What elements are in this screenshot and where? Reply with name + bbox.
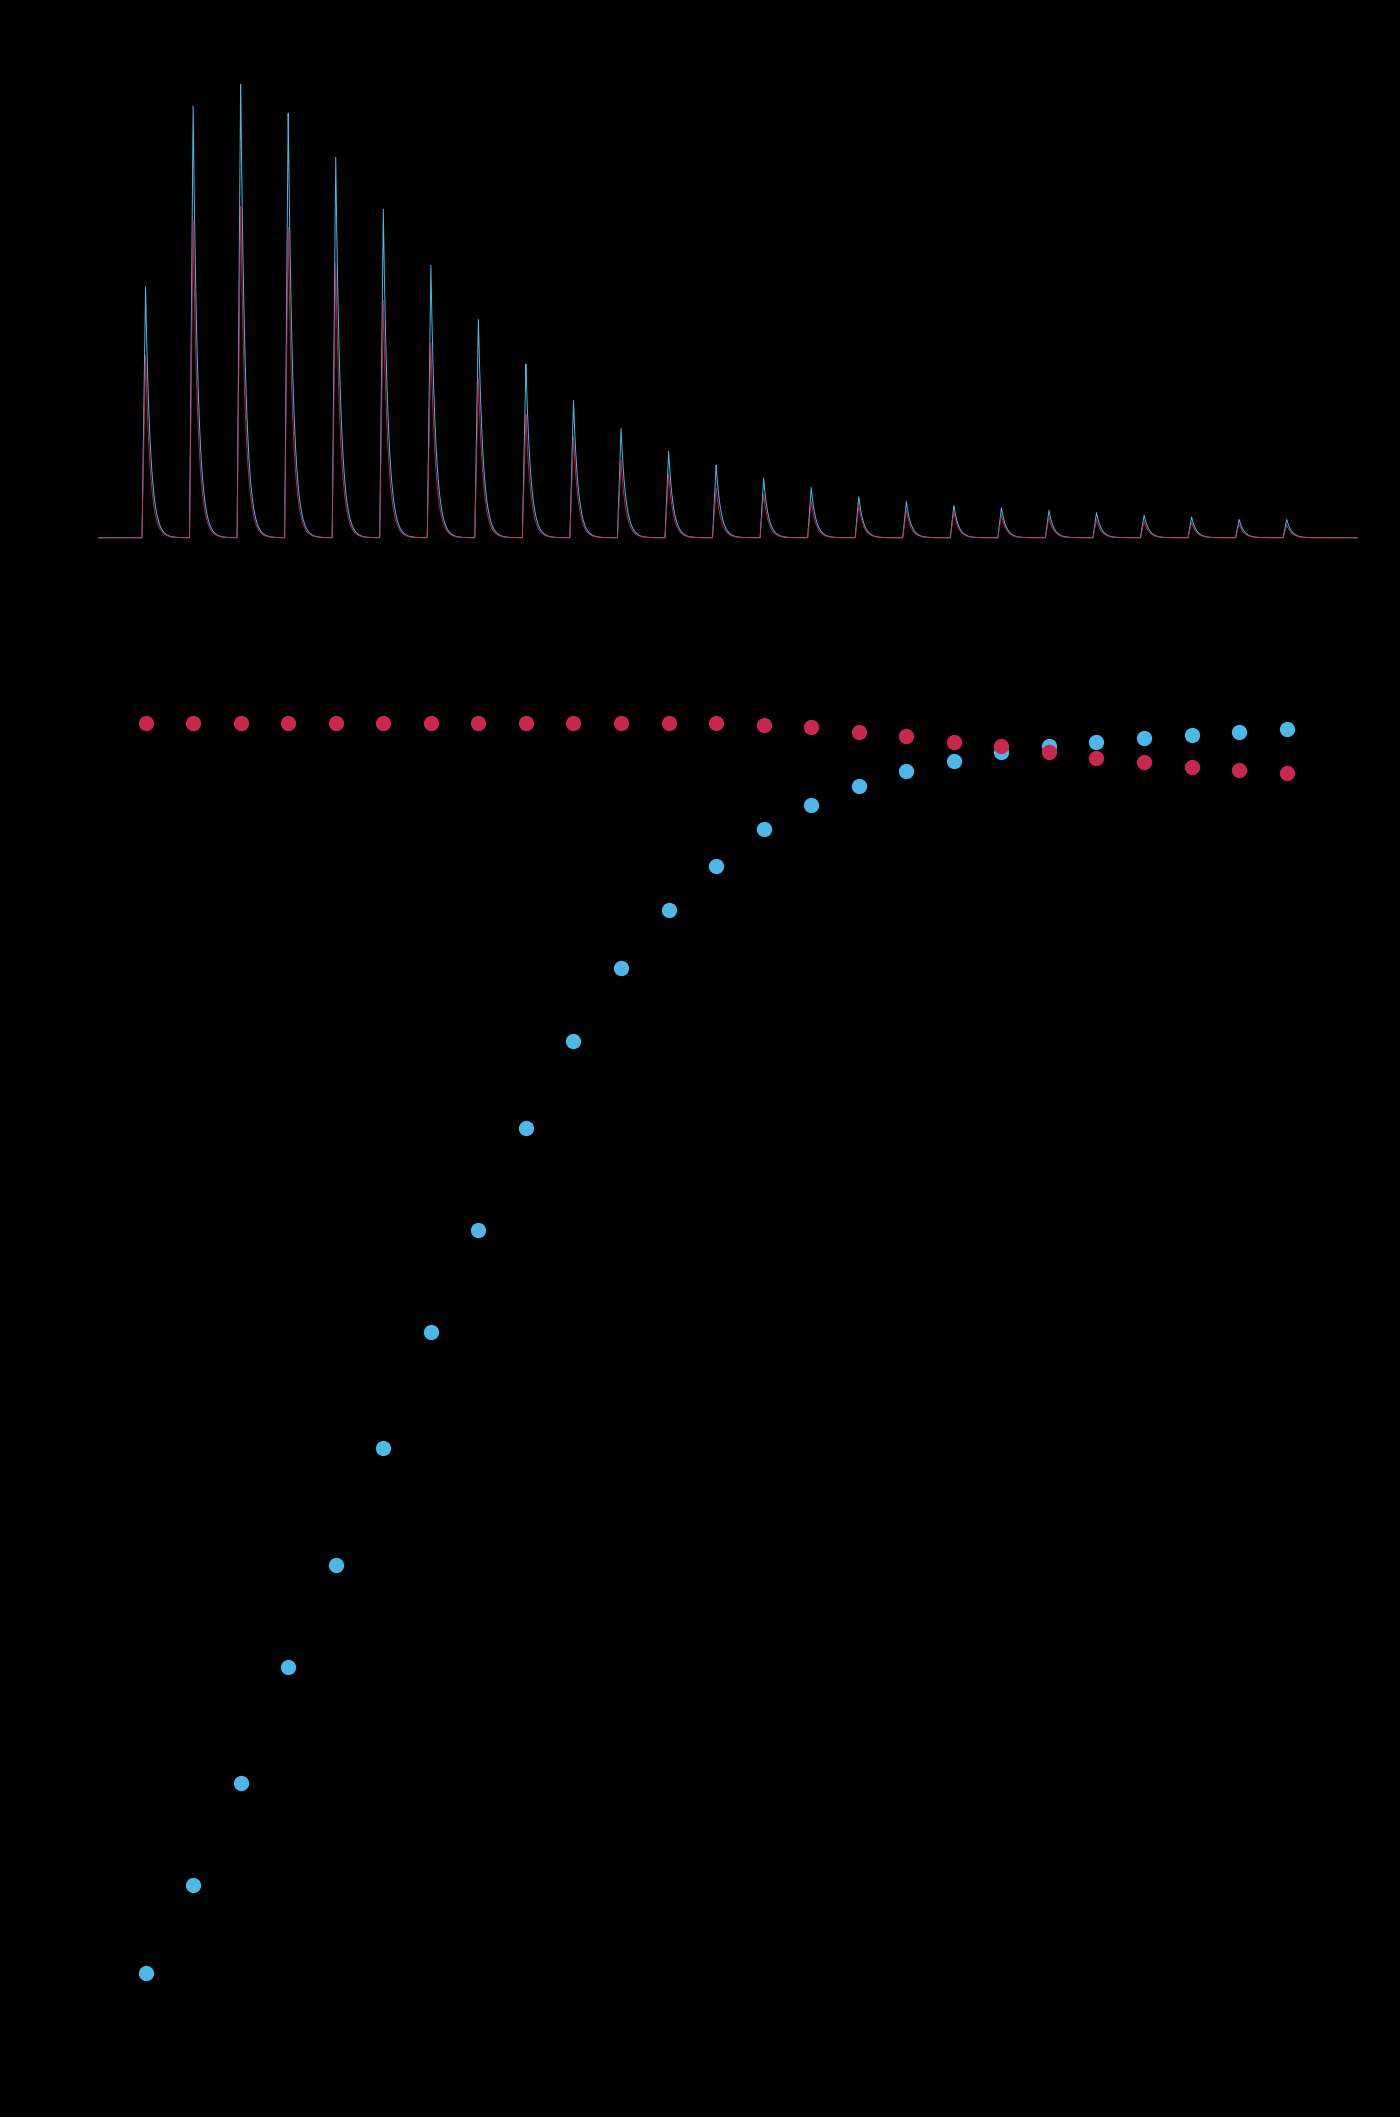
- Point: [182, 707, 204, 741]
- Point: [1133, 720, 1155, 754]
- Point: [1275, 756, 1298, 790]
- Point: [942, 743, 965, 777]
- Point: [563, 1025, 585, 1058]
- Point: [942, 726, 965, 760]
- Point: [895, 754, 917, 788]
- Point: [1085, 741, 1107, 775]
- Point: [325, 1548, 347, 1581]
- Point: [515, 1111, 538, 1145]
- Point: [1228, 716, 1250, 749]
- Point: [372, 1431, 395, 1465]
- Point: [1180, 718, 1203, 752]
- Point: [468, 707, 490, 741]
- Point: [847, 716, 869, 749]
- Point: [990, 735, 1012, 768]
- Point: [325, 707, 347, 741]
- Point: [752, 813, 774, 847]
- Point: [847, 768, 869, 802]
- Point: [277, 707, 300, 741]
- Point: [1037, 730, 1060, 764]
- Point: [658, 707, 680, 741]
- Point: [610, 951, 633, 984]
- Point: [182, 1869, 204, 1903]
- Point: [563, 707, 585, 741]
- Point: [658, 893, 680, 927]
- Point: [134, 1956, 157, 1990]
- Point: [610, 707, 633, 741]
- Point: [799, 788, 822, 821]
- Point: [420, 1315, 442, 1349]
- Point: [1228, 754, 1250, 788]
- Point: [1275, 711, 1298, 745]
- Point: [468, 1213, 490, 1247]
- Point: [990, 730, 1012, 764]
- Point: [420, 707, 442, 741]
- Point: [515, 707, 538, 741]
- Point: [1180, 749, 1203, 783]
- Point: [799, 711, 822, 745]
- Point: [134, 707, 157, 741]
- Point: [1085, 726, 1107, 760]
- Point: [706, 707, 728, 741]
- Point: [706, 849, 728, 883]
- Point: [752, 707, 774, 741]
- Point: [895, 720, 917, 754]
- Point: [1133, 745, 1155, 779]
- Point: [1037, 735, 1060, 768]
- Point: [277, 1649, 300, 1683]
- Point: [372, 707, 395, 741]
- Point: [230, 1766, 252, 1799]
- Point: [230, 707, 252, 741]
